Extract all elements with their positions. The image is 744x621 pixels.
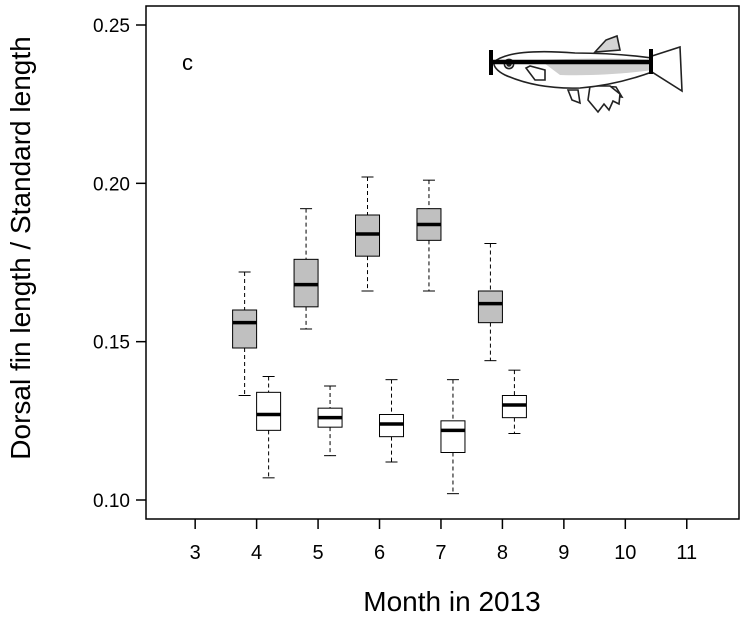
box-iqr	[477, 290, 503, 324]
box-plot	[317, 385, 343, 457]
x-tick-label: 6	[374, 542, 385, 564]
x-tick-label: 4	[251, 542, 262, 564]
y-tick-label: 0.25	[93, 16, 130, 37]
box-plots	[232, 176, 527, 495]
box-plot	[355, 176, 381, 292]
fish-illustration-icon	[489, 34, 683, 114]
x-tick-label: 8	[497, 542, 508, 564]
box-plot	[416, 179, 442, 292]
box-plot	[440, 379, 466, 495]
y-tick-label: 0.20	[93, 174, 130, 195]
y-axis: 0.10 0.15 0.20 0.25	[93, 16, 146, 512]
box-plot	[232, 271, 258, 396]
x-axis: 3 4 5 6 7 8 9 10 11	[190, 519, 697, 564]
box-iqr	[440, 420, 466, 454]
box-plot	[501, 369, 527, 434]
x-tick-label: 5	[312, 542, 323, 564]
x-tick-label: 9	[558, 542, 569, 564]
x-tick-label: 11	[676, 542, 697, 564]
box-plot	[256, 376, 282, 479]
y-axis-title: Dorsal fin length / Standard length	[5, 36, 36, 459]
box-plot	[477, 243, 503, 362]
x-tick-label: 10	[614, 542, 636, 564]
panel-label: c	[182, 50, 193, 75]
box-plot	[293, 208, 319, 330]
box-iqr	[256, 391, 282, 431]
y-tick-label: 0.10	[93, 491, 130, 512]
y-tick-label: 0.15	[93, 333, 130, 354]
plot-frame	[145, 5, 740, 520]
box-plot	[379, 379, 405, 463]
x-tick-label: 7	[435, 542, 446, 564]
box-iqr	[232, 309, 258, 349]
x-axis-title: Month in 2013	[363, 586, 540, 617]
x-tick-label: 3	[190, 542, 201, 564]
